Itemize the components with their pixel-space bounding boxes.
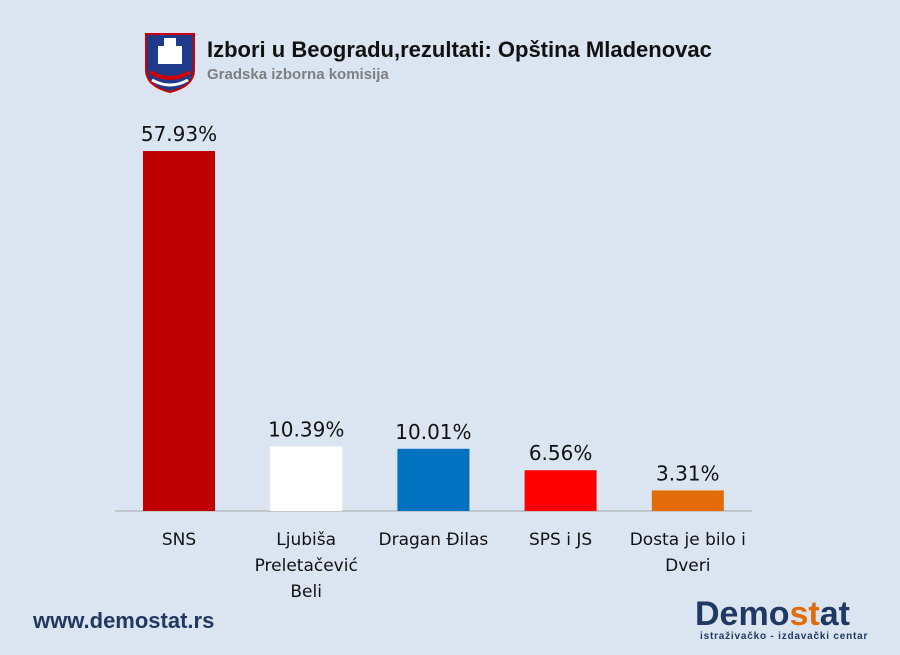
value-label: 3.31%: [656, 461, 720, 485]
chart-subtitle: Gradska izborna komisija: [207, 66, 389, 83]
bar: [524, 470, 597, 511]
brand-part: st: [789, 595, 819, 633]
brand-tagline: istraživačko - izdavački centar: [700, 631, 868, 642]
value-label: 10.39%: [268, 417, 344, 441]
brand-part: Demo: [695, 595, 789, 633]
bar: [397, 448, 470, 511]
x-tick-label: SNS: [161, 530, 197, 550]
x-tick-label: Dragan Đilas: [378, 530, 489, 550]
brand-part: at: [820, 595, 850, 633]
footer-url: www.demostat.rs: [32, 608, 214, 633]
chart-title: Izbori u Beogradu,rezultati: Opština Mla…: [207, 37, 712, 62]
value-label: 57.93%: [141, 122, 217, 146]
bar: [651, 490, 724, 511]
bar: [270, 446, 343, 511]
x-tick-label: SPS i JS: [529, 530, 593, 550]
value-label: 10.01%: [395, 420, 471, 444]
bar: [143, 151, 215, 511]
x-tick-label: Dosta je bilo i Dveri: [629, 530, 746, 576]
coat-of-arms: [145, 33, 195, 94]
x-tick-label: Ljubiša Preletačević Beli: [254, 530, 358, 602]
brand-logo: Demostat: [695, 595, 850, 633]
value-label: 6.56%: [529, 441, 593, 465]
